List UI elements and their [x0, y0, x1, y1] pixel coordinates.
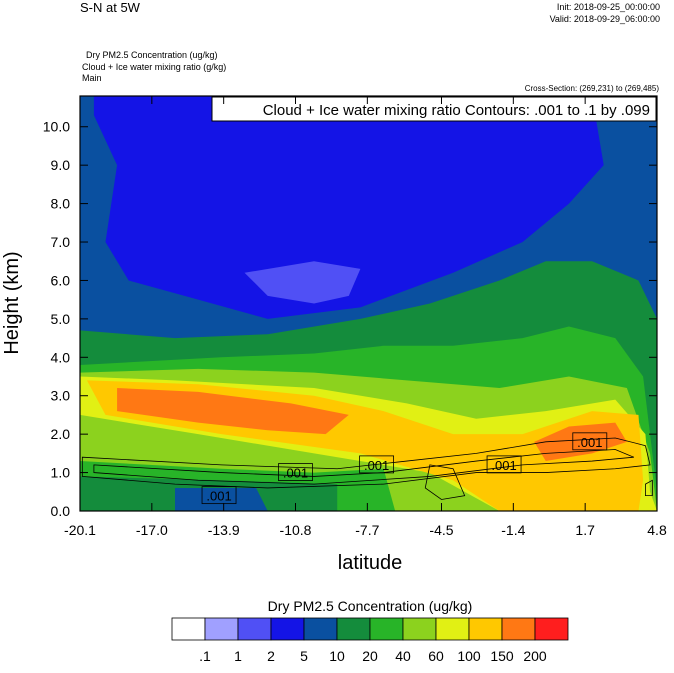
info-box — [211, 96, 657, 122]
colorbar-box — [303, 617, 338, 641]
x-tick-label: 4.8 — [647, 522, 667, 538]
contour-line — [645, 479, 653, 497]
colorbar-box — [171, 617, 206, 641]
fill-region — [117, 388, 349, 435]
contour-info: Cloud + Ice water mixing ratio Contours:… — [263, 102, 650, 119]
colorbar-box — [435, 617, 470, 641]
x-axis-label: latitude — [338, 552, 403, 574]
field-name: Cloud + Ice water mixing ratio (g/kg) — [82, 62, 226, 72]
contour-line — [424, 464, 466, 500]
colorbar-title: Dry PM2.5 Concentration (ug/kg) — [268, 598, 473, 614]
init-time: Init: 2018-09-25_00:00:00 — [557, 2, 660, 12]
y-tick-label: 1.0 — [51, 465, 71, 481]
colorbar-box — [369, 617, 404, 641]
colorbar-box — [534, 617, 569, 641]
contour-label-box — [201, 486, 237, 505]
colorbar-label: 5 — [300, 648, 308, 664]
contour-label: .001 — [577, 435, 602, 450]
contour-label-box — [278, 463, 313, 481]
cross-section: Cross-Section: (269,231) to (269,485) — [525, 84, 660, 93]
contour-label-box — [572, 432, 608, 451]
contour-label: .001 — [364, 458, 389, 473]
colorbar-box — [402, 617, 437, 641]
x-tick-label: -4.5 — [429, 522, 453, 538]
colorbar-label: 100 — [457, 648, 481, 664]
contour-line — [93, 449, 634, 485]
x-tick-label: -10.8 — [280, 522, 312, 538]
colorbar-label: 20 — [362, 648, 378, 664]
colorbar-box — [270, 617, 305, 641]
colorbar-box — [204, 617, 239, 641]
contour-line — [81, 437, 651, 489]
fill-region — [244, 261, 361, 304]
colorbar-label: 2 — [267, 648, 275, 664]
y-tick-label: 10.0 — [43, 119, 70, 135]
colorbar-label: 10 — [329, 648, 345, 664]
contour-label: .001 — [206, 489, 231, 504]
x-tick-label: -1.4 — [501, 522, 525, 538]
y-tick-label: 0.0 — [51, 503, 71, 519]
y-tick-label: 9.0 — [51, 157, 71, 173]
field — [80, 96, 657, 511]
fill-region — [175, 487, 268, 511]
colorbar-label: 1 — [234, 648, 242, 664]
colorbar-label: 60 — [428, 648, 444, 664]
colorbar-label: 200 — [523, 648, 547, 664]
contour-label: .001 — [283, 466, 308, 481]
y-tick-label: 2.0 — [51, 426, 71, 442]
contour-label-box — [486, 455, 522, 474]
y-tick-label: 8.0 — [51, 196, 71, 212]
colorbar-box — [237, 617, 272, 641]
x-tick-label: -7.7 — [355, 522, 379, 538]
field-name: Main — [82, 73, 102, 83]
colorbar-box — [336, 617, 371, 641]
valid-time: Valid: 2018-09-29_06:00:00 — [550, 14, 660, 24]
y-axis-label: Height (km) — [1, 251, 23, 354]
chart-title: S-N at 5W — [80, 0, 141, 15]
y-tick-label: 4.0 — [51, 349, 71, 365]
colorbar-box — [501, 617, 536, 641]
contours — [81, 437, 653, 500]
fill-region — [93, 96, 604, 319]
field-name: Dry PM2.5 Concentration (ug/kg) — [86, 50, 218, 60]
y-tick-label: 7.0 — [51, 234, 71, 250]
plot-frame — [79, 95, 658, 512]
y-tick-label: 5.0 — [51, 311, 71, 327]
colorbar-label: 150 — [490, 648, 514, 664]
contour-label: .001 — [491, 458, 516, 473]
x-tick-label: -13.9 — [208, 522, 240, 538]
contour-label-box — [359, 455, 395, 474]
x-tick-label: 1.7 — [575, 522, 595, 538]
colorbar-label: .1 — [199, 648, 211, 664]
colorbar-box — [468, 617, 503, 641]
x-tick-label: -17.0 — [136, 522, 168, 538]
y-tick-label: 6.0 — [51, 272, 71, 288]
fill-region — [534, 422, 627, 462]
x-tick-label: -20.1 — [64, 522, 96, 538]
colorbar-label: 40 — [395, 648, 411, 664]
y-tick-label: 3.0 — [51, 388, 71, 404]
